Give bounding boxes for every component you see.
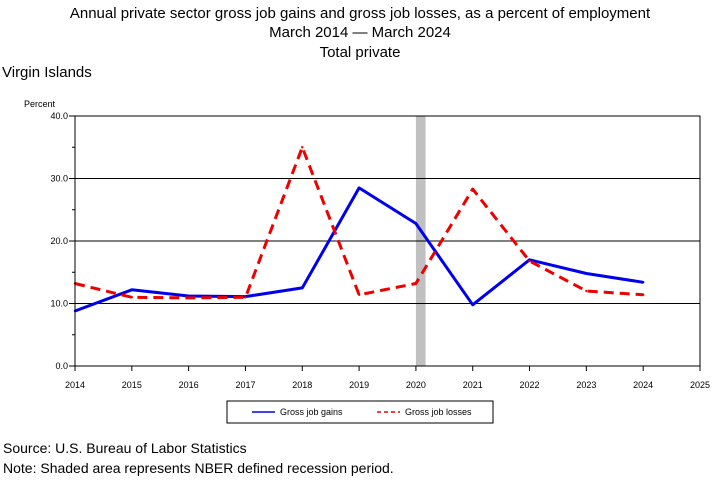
x-tick-label-7: 2021	[463, 380, 483, 390]
y-tick-label-4: 40.0	[50, 111, 68, 121]
series-0-point-6	[414, 222, 418, 225]
y-axis-label: Percent	[24, 99, 56, 109]
series-0-point-9	[585, 272, 588, 275]
source-note: Source: U.S. Bureau of Labor Statistics	[3, 440, 247, 456]
x-tick-label-8: 2022	[520, 380, 540, 390]
series-0-point-7	[471, 303, 474, 306]
series-0-point-10	[641, 281, 645, 284]
x-tick-label-4: 2018	[292, 380, 312, 390]
series-1-point-9	[585, 289, 588, 293]
legend-label-1: Gross job losses	[405, 407, 472, 417]
chart-title-line-1: Annual private sector gross job gains an…	[69, 5, 651, 22]
series-1-point-1	[130, 296, 134, 299]
x-tick-label-6: 2020	[406, 380, 426, 390]
y-tick-label-0: 0.0	[55, 361, 68, 371]
series-1-point-2	[187, 296, 190, 300]
y-tick-label-2: 20.0	[50, 236, 68, 246]
series-1-point-5	[357, 293, 361, 296]
chart-title-line-2: March 2014 — March 2024	[269, 24, 451, 41]
series-line-1	[74, 145, 644, 300]
legend-label-0: Gross job gains	[280, 407, 343, 417]
y-tick-label-1: 10.0	[50, 299, 68, 309]
x-tick-label-3: 2017	[235, 380, 255, 390]
chart-title-line-3: Total private	[319, 44, 401, 61]
series-1-point-7	[471, 187, 474, 191]
series-1-point-3	[244, 296, 247, 299]
region-label: Virgin Islands	[2, 64, 92, 81]
y-tick-label-3: 30.0	[50, 174, 68, 184]
x-tick-label-1: 2015	[122, 380, 142, 390]
series-0-point-5	[357, 186, 361, 190]
series-1-point-10	[641, 293, 645, 296]
x-tick-label-5: 2019	[349, 380, 369, 390]
series-0-point-4	[301, 286, 304, 290]
x-tick-label-0: 2014	[65, 380, 85, 390]
x-tick-label-10: 2024	[633, 380, 653, 390]
series-1-point-8	[528, 259, 531, 263]
x-tick-label-2: 2016	[179, 380, 199, 390]
x-tick-label-9: 2023	[576, 380, 596, 390]
recession-note: Note: Shaded area represents NBER define…	[3, 460, 394, 476]
series-0-point-1	[130, 288, 134, 291]
series-1-point-6	[414, 282, 418, 285]
legend-box	[226, 400, 494, 424]
series-1-point-4	[301, 146, 304, 149]
x-tick-label-11: 2025	[690, 380, 710, 390]
